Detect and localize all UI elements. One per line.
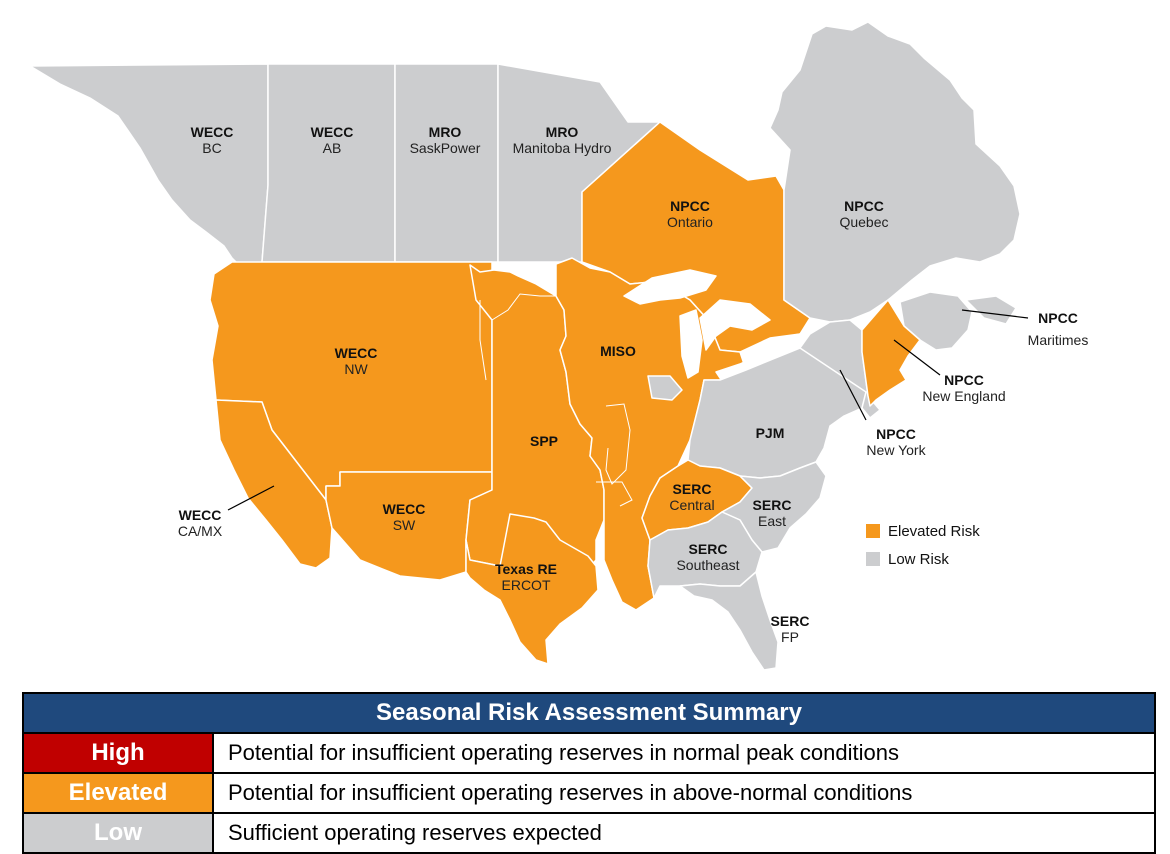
summary-row-elevated: Elevated Potential for insufficient oper… bbox=[24, 774, 1154, 814]
label-serc-east: SERC East bbox=[753, 497, 792, 529]
risk-level-low: Low bbox=[24, 814, 214, 852]
label-npcc-quebec: NPCC Quebec bbox=[839, 198, 888, 230]
map-legend: Elevated Risk Low Risk bbox=[866, 520, 980, 576]
legend-item-low: Low Risk bbox=[866, 548, 980, 570]
risk-description-elevated: Potential for insufficient operating res… bbox=[228, 780, 913, 805]
region-shape-wecc-ca-mx bbox=[215, 399, 333, 569]
region-shape-wecc-bc bbox=[29, 63, 269, 267]
label-texas-re-ercot: Texas RE ERCOT bbox=[495, 561, 557, 593]
label-wecc-ca-mx: WECC CA/MX bbox=[178, 507, 223, 539]
legend-label-elevated: Elevated Risk bbox=[888, 522, 980, 540]
label-spp: SPP bbox=[530, 433, 558, 449]
region-shape-serc-east bbox=[721, 461, 827, 553]
label-wecc-bc: WECC BC bbox=[191, 124, 234, 156]
region-shape-npcc-new-england bbox=[861, 299, 921, 407]
label-serc-southeast: SERC Southeast bbox=[676, 541, 739, 573]
summary-title: Seasonal Risk Assessment Summary bbox=[24, 694, 1154, 734]
label-wecc-nw: WECC NW bbox=[335, 345, 378, 377]
label-mro-manitoba-hydro: MRO Manitoba Hydro bbox=[513, 124, 612, 156]
label-pjm: PJM bbox=[756, 425, 785, 441]
legend-item-elevated: Elevated Risk bbox=[866, 520, 980, 542]
label-miso: MISO bbox=[600, 343, 636, 359]
region-shape-great-lakes bbox=[623, 269, 823, 385]
region-shape-mro-saskpower bbox=[394, 63, 499, 263]
legend-swatch-elevated bbox=[866, 524, 880, 538]
region-shape-npcc-maritimes-2 bbox=[965, 295, 1017, 325]
risk-summary-table: Seasonal Risk Assessment Summary High Po… bbox=[22, 692, 1156, 854]
summary-row-low: Low Sufficient operating reserves expect… bbox=[24, 814, 1154, 852]
region-shape-texas-re-ercot bbox=[465, 513, 599, 665]
label-wecc-sw: WECC SW bbox=[383, 501, 426, 533]
label-mro-saskpower: MRO SaskPower bbox=[410, 124, 481, 156]
label-wecc-ab: WECC AB bbox=[311, 124, 354, 156]
region-shape-wecc-ab bbox=[261, 63, 396, 263]
summary-row-high: High Potential for insufficient operatin… bbox=[24, 734, 1154, 774]
region-shape-npcc-quebec bbox=[769, 21, 1021, 323]
label-npcc-new-york: NPCC New York bbox=[866, 426, 926, 458]
legend-label-low: Low Risk bbox=[888, 550, 949, 568]
risk-description-high: Potential for insufficient operating res… bbox=[228, 740, 899, 765]
region-shape-serc-fp bbox=[679, 571, 779, 671]
region-shape-miso-gap bbox=[647, 375, 683, 401]
label-serc-fp: SERC FP bbox=[771, 613, 810, 645]
label-npcc-maritimes: NPCC Maritimes bbox=[1028, 310, 1089, 348]
label-npcc-ontario: NPCC Ontario bbox=[667, 198, 713, 230]
label-npcc-new-england: NPCC New England bbox=[922, 372, 1005, 404]
risk-map: WECC BC WECC AB MRO SaskPower MRO Manitoba H… bbox=[29, 21, 1089, 671]
risk-description-low: Sufficient operating reserves expected bbox=[228, 820, 602, 845]
legend-swatch-low bbox=[866, 552, 880, 566]
label-serc-central: SERC Central bbox=[669, 481, 714, 513]
risk-level-high: High bbox=[24, 734, 214, 772]
risk-level-elevated: Elevated bbox=[24, 774, 214, 812]
